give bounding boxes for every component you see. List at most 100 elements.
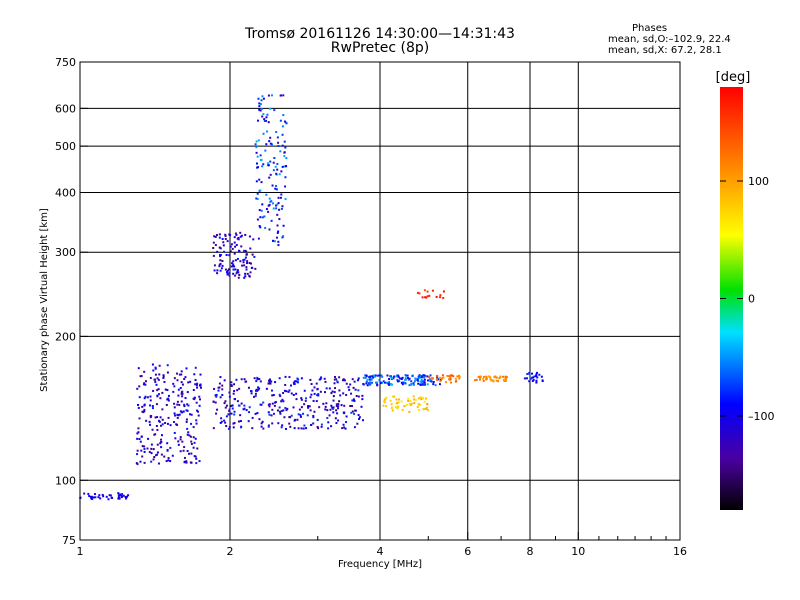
data-point [195,457,198,460]
data-point [261,420,264,423]
data-point [324,408,327,411]
data-point [403,405,406,408]
data-point [270,219,273,222]
data-point [271,408,274,411]
data-point [252,238,255,241]
data-point [185,367,188,370]
data-point [255,380,258,383]
data-point [253,395,256,398]
data-point [313,392,316,395]
x-tick-label: 2 [227,545,234,558]
data-point [161,408,164,411]
data-point [260,209,263,212]
data-point [316,394,319,397]
data-point [285,157,288,160]
y-tick-label: 750 [55,56,76,69]
data-point [136,463,139,466]
data-point [406,377,409,380]
data-point [428,294,431,297]
data-point [530,372,533,375]
data-point [143,370,146,373]
data-point [179,438,182,441]
data-point [430,377,433,380]
data-point [272,239,275,242]
data-point [190,461,193,464]
data-point [193,373,196,376]
data-point [316,418,319,421]
data-point [257,237,260,240]
data-point [296,381,299,384]
data-point [417,375,420,378]
data-point [259,109,262,112]
data-point [253,255,256,258]
data-point [417,397,420,400]
data-point [180,370,183,373]
data-point [187,404,190,407]
data-point [289,384,292,387]
data-point [312,399,315,402]
data-point [350,404,353,407]
data-point [267,382,270,385]
data-point [389,383,392,386]
data-point [218,382,221,385]
data-point [264,119,267,122]
data-point [272,394,275,397]
data-point [278,208,281,211]
data-point [278,173,281,176]
data-point [421,383,424,386]
data-point [179,410,182,413]
data-point [263,215,266,218]
data-point [344,427,347,430]
data-point [295,392,298,395]
data-point [335,405,338,408]
data-point [225,425,228,428]
data-point [226,272,229,275]
data-point [228,274,231,277]
data-point [323,391,326,394]
data-point [387,382,390,385]
data-point [258,209,261,212]
data-point [450,374,453,377]
data-point [362,419,365,422]
data-point [435,295,438,298]
data-point [317,427,320,430]
data-point [224,268,227,271]
data-point [185,461,188,464]
y-tick-label: 500 [55,140,76,153]
data-point [224,234,227,237]
data-point [268,405,271,408]
data-point [178,403,181,406]
data-point [224,421,227,424]
data-point [256,412,259,415]
data-point [241,264,244,267]
data-point [276,213,279,216]
data-point [198,460,201,463]
data-point [255,180,258,183]
data-point [395,402,398,405]
data-point [430,380,433,383]
data-point [448,375,451,378]
data-point [262,163,265,166]
data-point [449,381,452,384]
data-point [274,381,277,384]
data-point [275,188,278,191]
data-point [174,414,177,417]
data-point [180,381,183,384]
data-point [387,381,390,384]
data-point [233,236,236,239]
data-point [220,420,223,423]
data-point [322,402,325,405]
x-tick-label: 8 [527,545,534,558]
data-point [186,403,189,406]
data-point [261,115,264,118]
data-point [348,388,351,391]
data-point [185,418,188,421]
data-point [231,247,234,250]
data-point [140,449,143,452]
data-point [246,272,249,275]
data-point [183,461,186,464]
data-point [258,225,261,228]
data-point [143,397,146,400]
data-point [164,421,167,424]
data-point [394,406,397,409]
